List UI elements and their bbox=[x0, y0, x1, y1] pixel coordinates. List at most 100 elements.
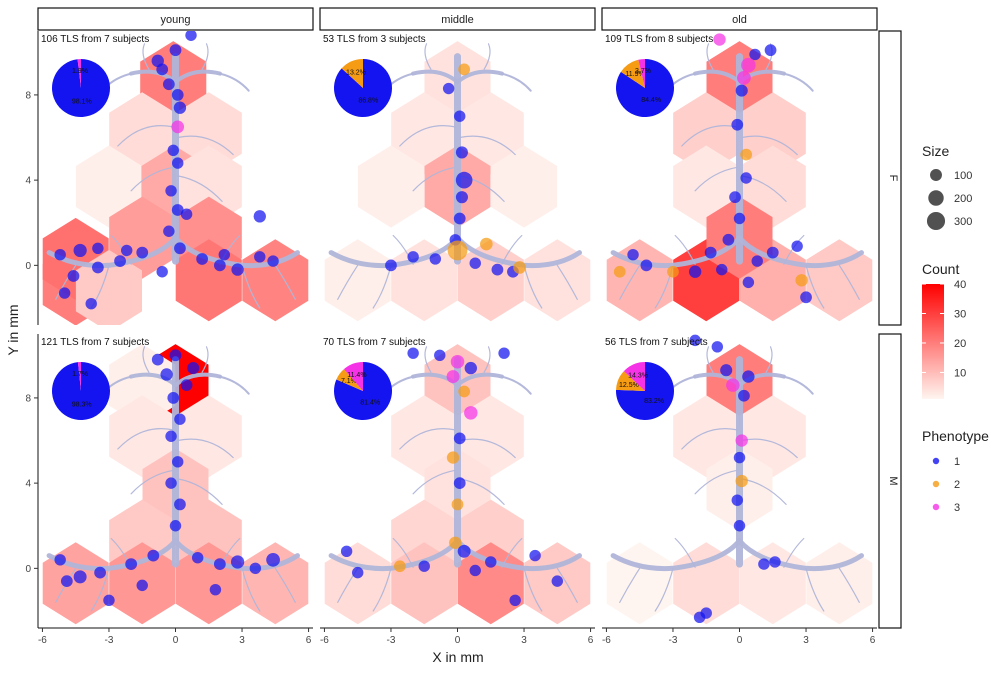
dendrite-branch bbox=[201, 346, 209, 373]
tls-point bbox=[729, 191, 741, 204]
tls-point bbox=[446, 370, 460, 384]
pie-label-phenotype-3: 3.7% bbox=[635, 68, 651, 75]
tls-point bbox=[485, 556, 497, 568]
tls-point bbox=[455, 146, 468, 159]
x-axis-label: X in mm bbox=[432, 649, 483, 665]
x-tick-label: -3 bbox=[669, 635, 678, 646]
tls-point bbox=[726, 378, 740, 392]
dendrite-branch bbox=[177, 135, 234, 156]
tls-point bbox=[67, 270, 80, 282]
tls-point bbox=[795, 274, 808, 287]
dendrite-branch bbox=[556, 567, 578, 603]
tls-point bbox=[94, 566, 106, 579]
pie-label-phenotype-1: 81.4% bbox=[360, 399, 380, 406]
tls-point bbox=[509, 594, 521, 607]
pie-label-phenotype-1: 84.4% bbox=[641, 97, 661, 104]
dendrite-branch bbox=[274, 264, 296, 300]
size-legend-key bbox=[926, 211, 946, 231]
tls-point bbox=[711, 341, 724, 353]
tls-point bbox=[551, 575, 564, 587]
dendrite-branch bbox=[117, 428, 174, 450]
dendrite-branch bbox=[694, 469, 738, 495]
tls-point bbox=[667, 265, 679, 278]
tls-point bbox=[498, 347, 510, 359]
count-colorbar bbox=[922, 284, 944, 399]
dendrite-branch bbox=[681, 428, 738, 450]
tls-point bbox=[529, 549, 541, 562]
tls-point bbox=[171, 89, 184, 101]
dendrite-branch bbox=[455, 69, 504, 85]
panel-caption-middle-F: 53 TLS from 3 subjects bbox=[323, 34, 426, 45]
panel-young-F: 98.1% 1.9% 106 TLS from 7 subjects bbox=[41, 31, 309, 325]
tls-point bbox=[513, 261, 526, 274]
pie-label-phenotype-2: 7.1% bbox=[341, 378, 357, 385]
panel-caption-old-M: 56 TLS from 7 subjects bbox=[605, 337, 708, 348]
phenotype-legend-key-2 bbox=[932, 480, 940, 488]
tls-point bbox=[92, 261, 104, 274]
x-tick-label: 0 bbox=[455, 635, 461, 646]
x-tick-label: 0 bbox=[173, 635, 179, 646]
tls-point bbox=[713, 33, 726, 46]
dendrite-branch bbox=[500, 72, 532, 92]
tls-point bbox=[455, 171, 473, 189]
tls-point bbox=[720, 364, 733, 377]
pie-label-phenotype-3: 11.4% bbox=[347, 372, 366, 379]
hex-bin bbox=[324, 239, 391, 322]
tls-point bbox=[491, 263, 504, 276]
tls-point bbox=[434, 349, 446, 362]
dendrite-branch bbox=[142, 346, 150, 373]
panel-plot-area-young-M bbox=[42, 344, 309, 625]
tls-point bbox=[769, 556, 781, 568]
tls-point bbox=[185, 31, 197, 41]
tls-point bbox=[58, 287, 71, 299]
tls-point bbox=[766, 246, 779, 259]
tls-point bbox=[151, 353, 164, 366]
tls-point bbox=[254, 251, 266, 263]
tls-point bbox=[167, 392, 180, 404]
dendrite-branch bbox=[706, 346, 714, 373]
pie-label-phenotype-1: 86.8% bbox=[358, 97, 378, 104]
pie-slice-phenotype-2 bbox=[341, 59, 363, 88]
row-strip-label-M: M bbox=[887, 476, 899, 485]
hex-bin bbox=[806, 542, 873, 625]
hex-bin bbox=[42, 542, 109, 625]
tls-point bbox=[218, 248, 230, 261]
tls-point bbox=[733, 212, 746, 225]
phenotype-legend-key-1 bbox=[932, 457, 940, 465]
pie-slice-phenotype-1 bbox=[51, 362, 110, 420]
tls-point bbox=[169, 520, 182, 532]
dendrite-branch bbox=[274, 567, 296, 603]
tls-point bbox=[213, 558, 226, 570]
tls-point bbox=[165, 430, 177, 442]
x-tick-label: -6 bbox=[320, 635, 329, 646]
pie-slice-phenotype-3 bbox=[77, 362, 81, 391]
legend: Size Count Phenotype 100 200 300 10 20 30 40 1 2… bbox=[922, 143, 989, 514]
phenotype-legend-label: 1 bbox=[954, 456, 960, 468]
hex-bin bbox=[175, 395, 242, 478]
tls-point bbox=[613, 265, 626, 278]
tls-point bbox=[457, 544, 471, 558]
phenotype-legend-key-3 bbox=[932, 503, 940, 511]
tls-point bbox=[407, 251, 419, 263]
size-legend-label: 100 bbox=[954, 170, 972, 182]
tls-point bbox=[165, 477, 177, 489]
x-tick-label: 6 bbox=[588, 635, 594, 646]
tls-point bbox=[800, 291, 812, 304]
x-tick-label: 6 bbox=[306, 635, 312, 646]
tls-point bbox=[54, 248, 66, 261]
tls-point bbox=[733, 520, 746, 532]
tls-point bbox=[741, 57, 756, 73]
tls-point bbox=[121, 244, 133, 257]
tls-point bbox=[165, 185, 177, 197]
dendrite-branch bbox=[130, 469, 174, 495]
x-tick-label: -3 bbox=[387, 635, 396, 646]
dendrite-branch bbox=[412, 469, 456, 495]
tls-point bbox=[196, 253, 208, 265]
tls-point bbox=[458, 385, 471, 398]
x-tick-label: 3 bbox=[803, 635, 809, 646]
hex-bin bbox=[491, 145, 558, 228]
tls-point bbox=[340, 545, 353, 558]
dendrite-branch bbox=[501, 234, 523, 265]
count-legend-title: Count bbox=[922, 261, 959, 277]
pie-label-phenotype-3: 14.3% bbox=[628, 373, 648, 380]
